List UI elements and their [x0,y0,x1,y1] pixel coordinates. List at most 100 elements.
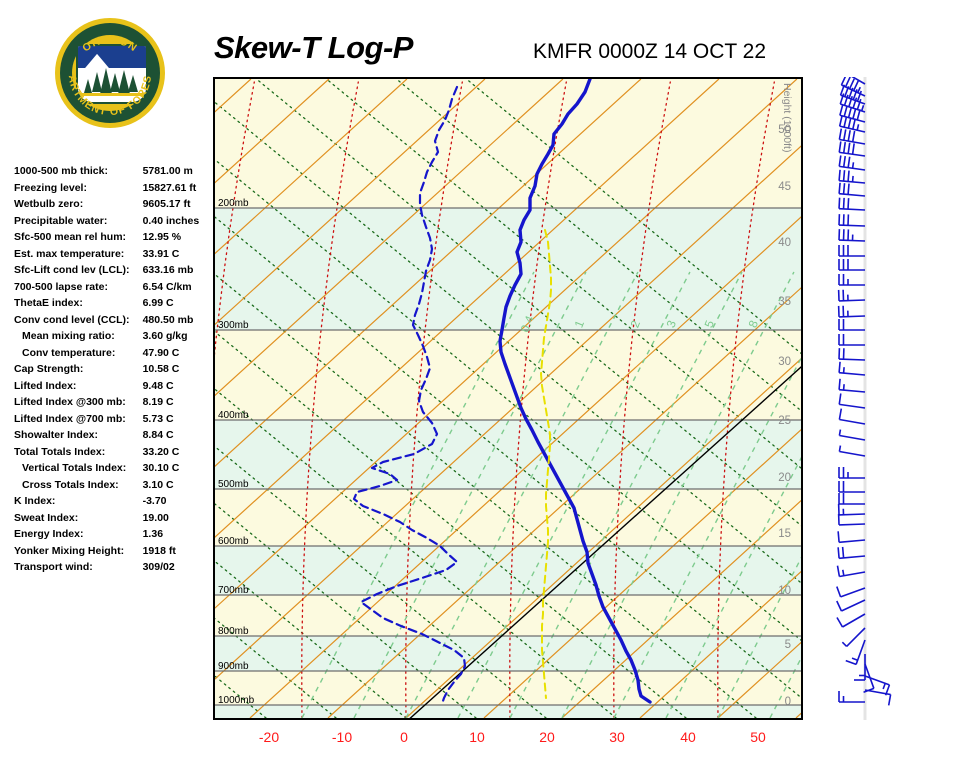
index-row: Lifted Index @700 mb: 5.73 C [14,412,204,431]
wind-barb [838,214,866,227]
wind-barb [836,565,866,578]
index-value: 8.84 C [142,429,174,441]
wind-barb [838,361,866,376]
index-label: Vertical Totals Index: [22,462,127,474]
wind-barb [837,513,866,526]
index-value: 6.54 C/km [142,280,192,293]
index-label: Lifted Index @300 mb: [14,396,126,408]
index-value: 47.90 C [142,346,180,359]
index-value: 480.50 mb [142,313,194,326]
station-header: KMFR 0000Z 14 OCT 22 [533,40,767,63]
wind-barb [836,613,866,628]
index-row: Cross Totals Index: 3.10 C [14,478,204,497]
height-tick-label: 40 [778,237,791,249]
wind-barb [838,445,866,457]
index-row: Yonker Mixing Height: 1918 ft [14,544,204,563]
index-value: 9605.17 ft [142,198,191,210]
index-value: 33.91 C [142,247,180,260]
wind-barb [838,169,866,184]
index-value: 3.10 C [142,478,174,491]
index-label: Lifted Index @700 mb: [14,412,126,425]
index-value: 10.58 C [142,363,180,375]
wind-barb [836,586,866,598]
wind-barb [839,93,866,113]
wind-barb [864,689,892,706]
index-label: Energy Index: [14,528,84,540]
wind-barb [851,77,866,85]
index-label: Sfc-Lift cond lev (LCL): [14,264,130,276]
wind-barb [838,348,866,361]
index-value: 3.60 g/kg [142,330,188,342]
wind-barb [838,408,866,425]
index-row: Lifted Index @300 mb: 8.19 C [14,397,204,414]
index-row: Est. max temperature: 33.91 C [14,247,204,266]
index-value: 5781.00 m [142,165,193,177]
temperature-tick-label: 40 [680,729,696,745]
index-label: Sweat Index: [14,511,79,524]
index-row: Lifted Index: 9.48 C [14,380,204,398]
wind-barb [838,115,866,133]
index-value: 0.40 inches [142,214,200,227]
index-row: Conv cond level (CCL): 480.50 mb [14,313,204,332]
wind-barb [837,305,866,318]
index-row: Vertical Totals Index: 30.10 C [14,463,204,480]
pressure-tick-label: 300mb [218,320,249,331]
index-label: K Index: [14,495,56,507]
index-label: Cap Strength: [14,363,84,375]
index-value: 8.19 C [142,396,174,408]
index-label: Precipitable water: [14,214,108,227]
pressure-tick-label: 1000mb [218,695,255,706]
wind-barb [838,319,865,331]
index-label: 700-500 lapse rate: [14,280,108,293]
indices-table: 1000-500 mb thick: 5781.00 m Freezing leve… [14,166,204,579]
agency-logo: OREGON DEPARTMENT OF FORESTRY [55,18,165,128]
height-tick-label: 0 [784,696,791,708]
temperature-tick-label: 20 [539,729,555,745]
index-row: K Index: -3.70 [14,496,204,513]
index-label: Cross Totals Index: [22,478,119,491]
index-label: 1000-500 mb thick: [14,165,108,177]
skewt-chart[interactable]: 200mb 300mb 400mb 500mb 600mb 700mb 800mb 900mb… [213,77,803,720]
index-row: 700-500 lapse rate: 6.54 C/km [14,280,204,299]
pressure-tick-label: 800mb [218,626,249,637]
height-tick-label: 35 [778,296,791,308]
wind-barb [838,259,865,271]
index-value: 309/02 [142,561,175,573]
temperature-tick-label: 50 [750,729,766,745]
index-value: 12.95 % [142,231,182,243]
index-value: 19.00 [142,511,169,524]
wind-barb [841,627,866,647]
wind-barb [839,104,866,123]
pressure-tick-label: 900mb [218,661,249,672]
height-tick-label: 20 [778,472,791,484]
pressure-tick-label: 600mb [218,536,249,547]
index-row: Sfc-Lift cond lev (LCL): 633.16 mb [14,265,204,282]
index-value: 633.16 mb [142,264,194,276]
wind-barb [845,639,866,666]
wind-barb [838,481,865,493]
temperature-tick-label: -10 [331,729,353,745]
height-tick-label: 45 [778,181,791,193]
index-label: Transport wind: [14,561,93,573]
wind-barb-plot [836,77,892,720]
index-row: Energy Index: 1.36 [14,529,204,546]
index-value: -3.70 [142,495,167,507]
index-row: Sfc-500 mean rel hum: 12.95 % [14,232,204,249]
index-label: Est. max temperature: [14,247,125,260]
index-label: Freezing level: [14,181,87,194]
index-row: 1000-500 mb thick: 5781.00 m [14,166,204,183]
index-value: 1918 ft [142,544,176,557]
pressure-tick-label: 400mb [218,410,249,421]
wind-barb [836,599,866,612]
pressure-tick-label: 500mb [218,479,249,490]
sounding-indices-panel: 1000-500 mb thick: 5781.00 m Freezing leve… [14,166,204,579]
svg-text:DEPARTMENT OF FORESTRY: DEPARTMENT OF FORESTRY [55,18,154,118]
svg-text:OREGON: OREGON [80,34,139,55]
logo-bottom-text: DEPARTMENT OF FORESTRY [55,18,153,118]
index-label: Total Totals Index: [14,445,106,458]
index-row: Total Totals Index: 33.20 C [14,445,204,464]
wind-barb [838,691,865,703]
index-row: Cap Strength: 10.58 C [14,364,204,381]
wind-barb [838,245,865,257]
index-row: Conv temperature: 47.90 C [14,346,204,365]
